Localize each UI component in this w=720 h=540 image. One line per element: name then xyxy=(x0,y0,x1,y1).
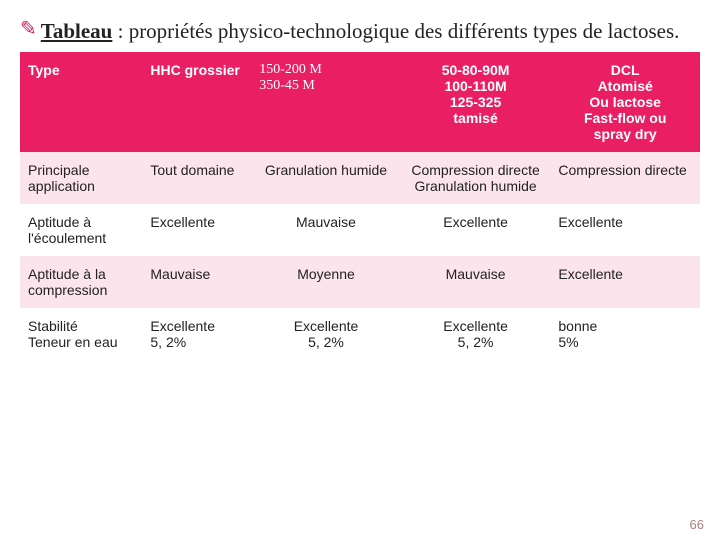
cell: Principale application xyxy=(20,152,142,204)
th-dcl: DCLAtomiséOu lactoseFast-flow ouspray dr… xyxy=(550,52,700,152)
bullet-icon: ✎ xyxy=(20,18,37,40)
cell: Compression directe Granulation humide xyxy=(401,152,551,204)
th-hhc: HHC grossier xyxy=(142,52,251,152)
table-body: Principale application Tout domaine Gran… xyxy=(20,152,700,360)
properties-table: Type HHC grossier 150-200 M350-45 M 50-8… xyxy=(20,52,700,360)
th-mesh1: 150-200 M350-45 M xyxy=(251,52,401,152)
cell: Excellente xyxy=(550,204,700,256)
cell: Excellente xyxy=(142,204,251,256)
cell: Aptitude à la compression xyxy=(20,256,142,308)
cell: Compression directe xyxy=(550,152,700,204)
slide-title: ✎ Tableau : propriétés physico-technolog… xyxy=(20,18,700,44)
title-text: Tableau : propriétés physico-technologiq… xyxy=(41,18,680,44)
cell: Mauvaise xyxy=(251,204,401,256)
cell: Granulation humide xyxy=(251,152,401,204)
cell: Mauvaise xyxy=(142,256,251,308)
cell: Moyenne xyxy=(251,256,401,308)
cell: Excellente5, 2% xyxy=(401,308,551,360)
cell: Excellente xyxy=(550,256,700,308)
cell: Excellente5, 2% xyxy=(251,308,401,360)
page-number: 66 xyxy=(690,517,704,532)
th-mesh1-text: 150-200 M350-45 M xyxy=(259,62,393,94)
cell: bonne5% xyxy=(550,308,700,360)
table-row: StabilitéTeneur en eau Excellente5, 2% E… xyxy=(20,308,700,360)
cell: Aptitude à l'écoulement xyxy=(20,204,142,256)
table-header-row: Type HHC grossier 150-200 M350-45 M 50-8… xyxy=(20,52,700,152)
table-row: Aptitude à la compression Mauvaise Moyen… xyxy=(20,256,700,308)
cell: StabilitéTeneur en eau xyxy=(20,308,142,360)
table-row: Aptitude à l'écoulement Excellente Mauva… xyxy=(20,204,700,256)
title-rest: : propriétés physico-technologique des d… xyxy=(112,19,679,43)
cell: Excellente5, 2% xyxy=(142,308,251,360)
table-row: Principale application Tout domaine Gran… xyxy=(20,152,700,204)
cell: Tout domaine xyxy=(142,152,251,204)
th-mesh2: 50-80-90M100-110M125-325tamisé xyxy=(401,52,551,152)
title-bold: Tableau xyxy=(41,19,113,43)
cell: Excellente xyxy=(401,204,551,256)
cell: Mauvaise xyxy=(401,256,551,308)
th-type: Type xyxy=(20,52,142,152)
